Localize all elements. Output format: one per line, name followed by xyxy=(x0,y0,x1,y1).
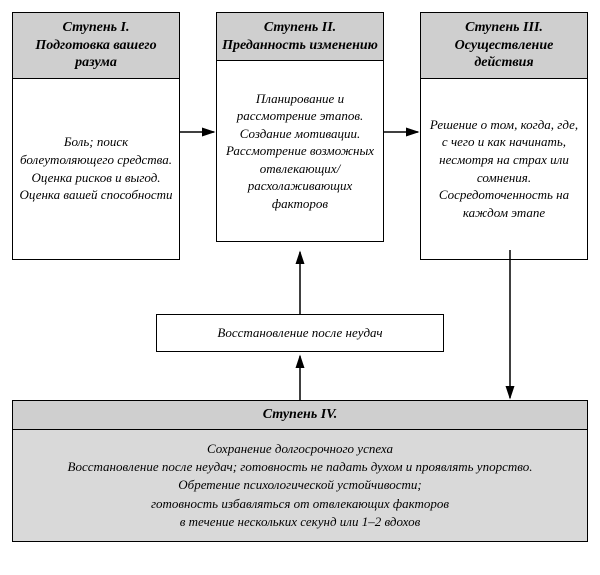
stages-flowchart: Ступень I.Подготовка вашего разума Боль;… xyxy=(12,12,588,563)
stage-2-title: Ступень II.Преданность изменению xyxy=(217,13,383,61)
stage-4-title: Ступень IV. xyxy=(12,400,588,430)
stage-1: Ступень I.Подготовка вашего разума Боль;… xyxy=(12,12,180,260)
stage-3-title: Ступень III.Осуществление действия xyxy=(421,13,587,79)
stage-3-body: Решение о том, когда, где, с чего и как … xyxy=(421,79,587,259)
recovery-box: Восстановление после неудач xyxy=(156,314,444,352)
stage-2: Ступень II.Преданность изменению Планиро… xyxy=(216,12,384,242)
stage-1-body: Боль; поиск болеутоляющего средства.Оцен… xyxy=(13,79,179,259)
stage-3: Ступень III.Осуществление действия Решен… xyxy=(420,12,588,260)
stage-1-title: Ступень I.Подготовка вашего разума xyxy=(13,13,179,79)
stage-2-body: Планирование и рассмотрение этапов.Созда… xyxy=(217,61,383,241)
stage-4-body: Сохранение долгосрочного успехаВосстанов… xyxy=(12,430,588,542)
